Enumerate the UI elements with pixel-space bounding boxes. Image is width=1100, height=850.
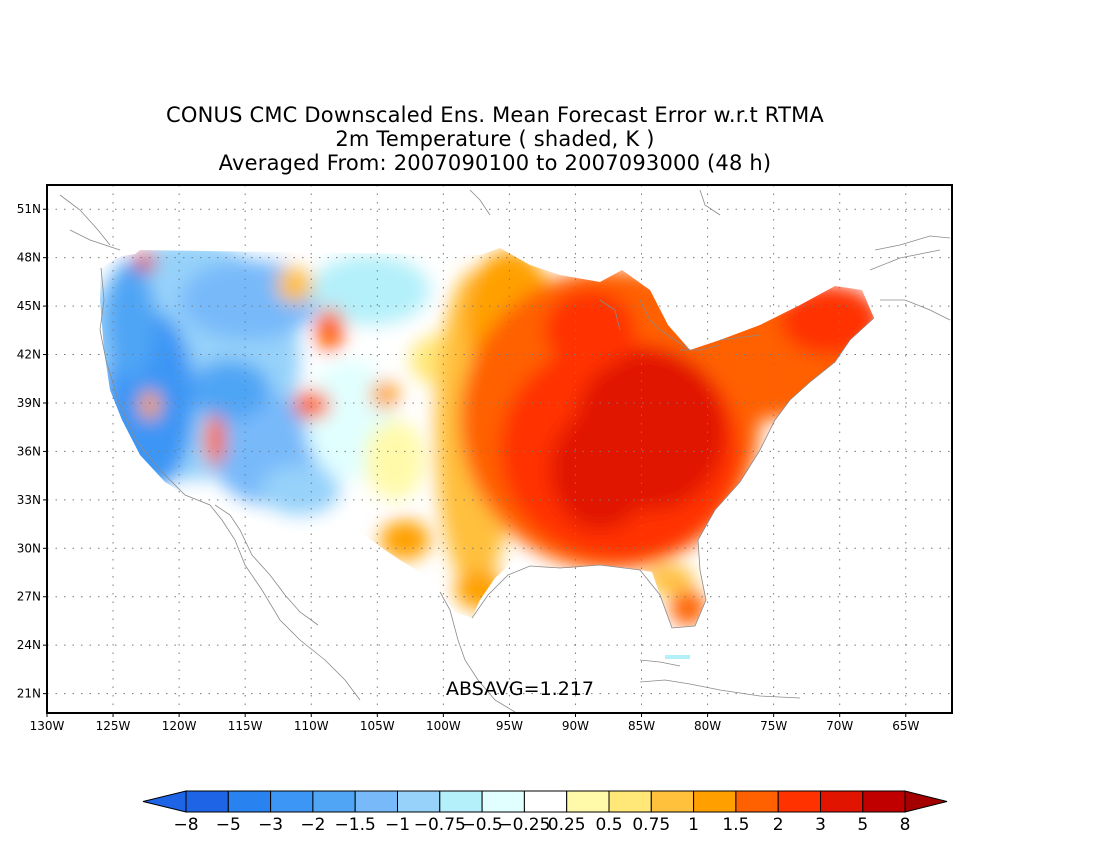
absavg-label: ABSAVG=1.217 xyxy=(446,678,594,700)
lon-tick-label: 110W xyxy=(294,719,329,733)
lon-tick-label: 105W xyxy=(360,719,395,733)
lat-tick-label: 27N xyxy=(17,590,41,604)
lat-tick-label: 45N xyxy=(17,299,41,313)
lat-tick-label: 30N xyxy=(17,541,41,555)
lat-tick-labels: 51N 48N 45N 42N 39N 36N 33N 30N 27N 24N 21N xyxy=(17,202,47,701)
lat-lon-grid xyxy=(47,185,952,713)
lat-tick-label: 36N xyxy=(17,444,41,458)
map-border xyxy=(46,184,953,714)
lat-tick-label: 51N xyxy=(17,202,41,216)
lon-tick-label: 130W xyxy=(30,719,65,733)
lon-tick-label: 70W xyxy=(826,719,853,733)
title-line-2: 2m Temperature ( shaded, K ) xyxy=(335,127,655,151)
figure-title: CONUS CMC Downscaled Ens. Mean Forecast … xyxy=(0,103,990,175)
lon-tick-label: 120W xyxy=(162,719,197,733)
lon-tick-label: 75W xyxy=(760,719,787,733)
title-line-3: Averaged From: 2007090100 to 2007093000 … xyxy=(218,151,772,175)
lon-tick-label: 115W xyxy=(228,719,263,733)
lon-tick-label: 90W xyxy=(562,719,589,733)
lon-tick-label: 125W xyxy=(96,719,131,733)
lon-tick-label: 95W xyxy=(496,719,523,733)
lat-tick-label: 33N xyxy=(17,493,41,507)
lat-tick-label: 48N xyxy=(17,251,41,265)
lon-tick-label: 65W xyxy=(892,719,919,733)
lat-tick-label: 21N xyxy=(17,687,41,701)
lon-tick-label: 80W xyxy=(694,719,721,733)
lat-tick-label: 42N xyxy=(17,348,41,362)
coastlines xyxy=(59,189,951,713)
lon-tick-label: 100W xyxy=(426,719,461,733)
lon-tick-label: 85W xyxy=(628,719,655,733)
lat-tick-label: 24N xyxy=(17,638,41,652)
title-line-1: CONUS CMC Downscaled Ens. Mean Forecast … xyxy=(166,103,824,127)
lon-tick-labels: 130W 125W 120W 115W 110W 105W 100W 95W 90W 85W 80W… xyxy=(30,713,919,733)
cuba-patch xyxy=(665,655,690,659)
lat-tick-label: 39N xyxy=(17,396,41,410)
